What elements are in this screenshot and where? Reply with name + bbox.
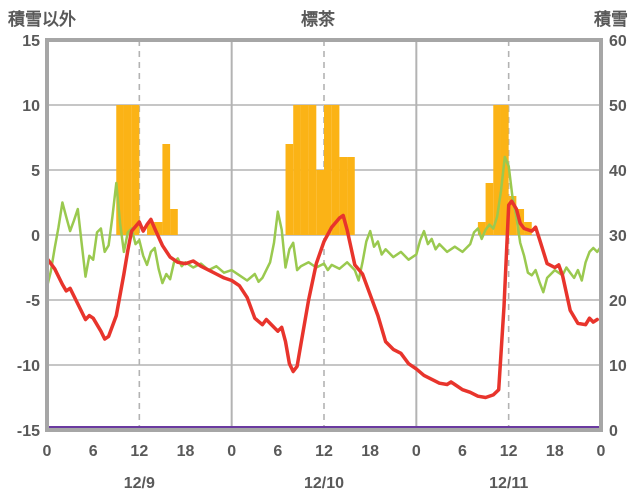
- y-right-tick-label: 10: [609, 358, 627, 375]
- sunshine-bar: [339, 157, 348, 235]
- x-date-label: 12/10: [304, 475, 344, 492]
- x-hour-tick-label: 0: [412, 443, 421, 460]
- x-hour-tick-label: 12: [130, 443, 148, 460]
- y-left-tick-label: -10: [17, 358, 40, 375]
- sunshine-bar: [308, 105, 317, 235]
- sunshine-bar: [508, 196, 517, 235]
- right-axis-title: 積雪: [594, 10, 628, 29]
- chart-title: 標茶: [301, 10, 335, 29]
- sunshine-bar: [347, 157, 355, 235]
- y-left-tick-label: 5: [31, 163, 40, 180]
- x-date-label: 12/11: [489, 475, 528, 492]
- sunshine-bar: [324, 105, 332, 235]
- sunshine-bar: [147, 222, 155, 235]
- y-right-tick-label: 60: [609, 33, 627, 50]
- x-hour-tick-label: 18: [546, 443, 564, 460]
- y-left-tick-label: -5: [26, 293, 40, 310]
- sunshine-bar: [493, 105, 501, 235]
- red-series-line: [45, 199, 599, 400]
- x-date-label: 12/9: [124, 475, 155, 492]
- green-series-line: [45, 155, 603, 294]
- sunshine-bar: [477, 222, 486, 235]
- sunshine-bar: [293, 105, 301, 235]
- y-left-tick-label: 0: [31, 228, 40, 245]
- y-left-tick-label: -15: [17, 423, 40, 440]
- y-right-tick-label: 50: [609, 98, 627, 115]
- x-hour-tick-label: 6: [458, 443, 467, 460]
- sunshine-bar: [123, 105, 132, 235]
- x-hour-tick-label: 6: [273, 443, 282, 460]
- plot-border: [45, 38, 603, 432]
- sunshine-bar: [316, 170, 324, 235]
- x-hour-tick-label: 0: [43, 443, 52, 460]
- x-hour-tick-label: 12: [315, 443, 333, 460]
- y-right-tick-label: 0: [609, 423, 618, 440]
- sunshine-bar: [154, 222, 163, 235]
- x-hour-tick-label: 0: [597, 443, 606, 460]
- x-hour-tick-label: 18: [361, 443, 379, 460]
- left-axis-title: 積雪以外: [8, 10, 76, 29]
- y-right-tick-label: 20: [609, 293, 627, 310]
- x-hour-tick-label: 12: [500, 443, 518, 460]
- y-right-tick-label: 30: [609, 228, 627, 245]
- y-left-tick-label: 15: [22, 33, 40, 50]
- sunshine-bar: [485, 183, 494, 235]
- x-hour-tick-label: 18: [177, 443, 195, 460]
- sunshine-bar: [116, 105, 124, 235]
- sunshine-bar: [131, 105, 140, 235]
- sunshine-bar: [300, 105, 309, 235]
- x-hour-tick-label: 6: [89, 443, 98, 460]
- y-left-tick-label: 10: [22, 98, 40, 115]
- sunshine-bar: [170, 209, 178, 235]
- y-right-tick-label: 40: [609, 163, 627, 180]
- sunshine-bar: [162, 144, 171, 235]
- sunshine-bar: [500, 105, 509, 235]
- sunshine-bar: [285, 144, 294, 235]
- sunshine-bar: [331, 105, 340, 235]
- x-hour-tick-label: 0: [227, 443, 236, 460]
